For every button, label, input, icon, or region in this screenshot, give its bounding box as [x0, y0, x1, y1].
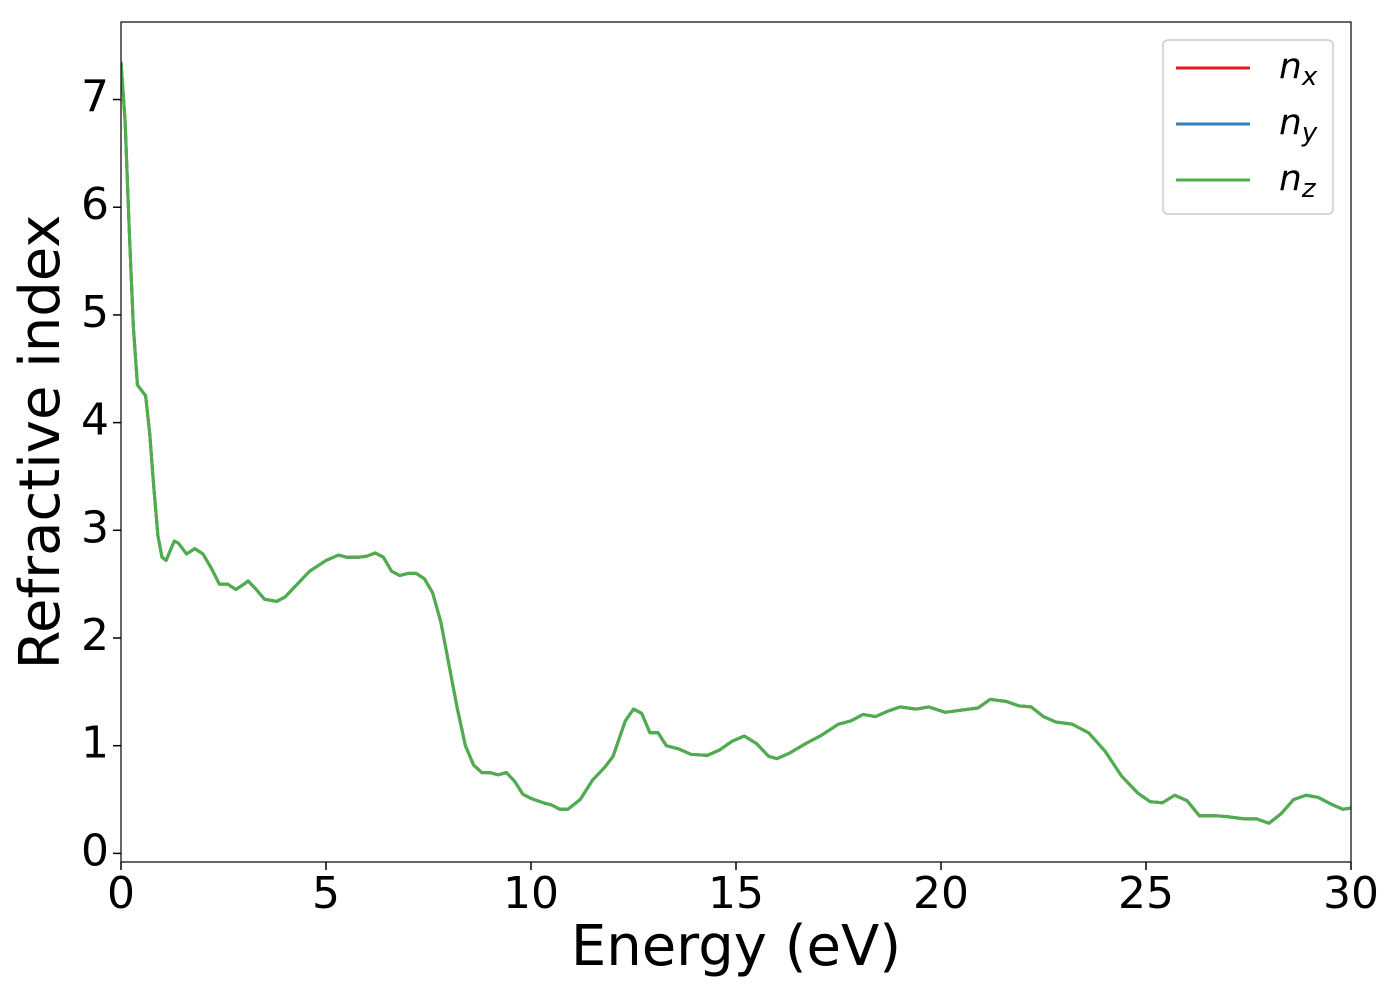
y-tick-label: 7 — [81, 72, 109, 123]
y-axis-label: Refractive index — [8, 215, 73, 670]
x-axis-label: Energy (eV) — [571, 914, 901, 979]
y-tick-label: 5 — [81, 287, 109, 338]
y-tick-label: 1 — [81, 718, 109, 769]
legend-label: ny — [1279, 102, 1318, 148]
plot-frame — [120, 21, 1352, 863]
x-tick-label: 15 — [708, 868, 764, 919]
y-tick-label: 2 — [81, 610, 109, 661]
x-tick-label: 10 — [503, 868, 559, 919]
legend-box — [1162, 39, 1334, 215]
y-tick-label: 4 — [81, 395, 109, 446]
series-line — [121, 61, 1351, 825]
legend-label: nz — [1279, 158, 1317, 204]
x-tick-label: 5 — [312, 868, 340, 919]
x-tick-label: 0 — [107, 868, 135, 919]
y-tick-label: 6 — [81, 179, 109, 230]
x-tick-label: 30 — [1323, 868, 1379, 919]
x-tick-label: 20 — [913, 868, 969, 919]
legend-label: nx — [1279, 46, 1318, 92]
y-tick-label: 0 — [81, 825, 109, 876]
y-tick-label: 3 — [81, 502, 109, 553]
x-tick-label: 25 — [1118, 868, 1174, 919]
